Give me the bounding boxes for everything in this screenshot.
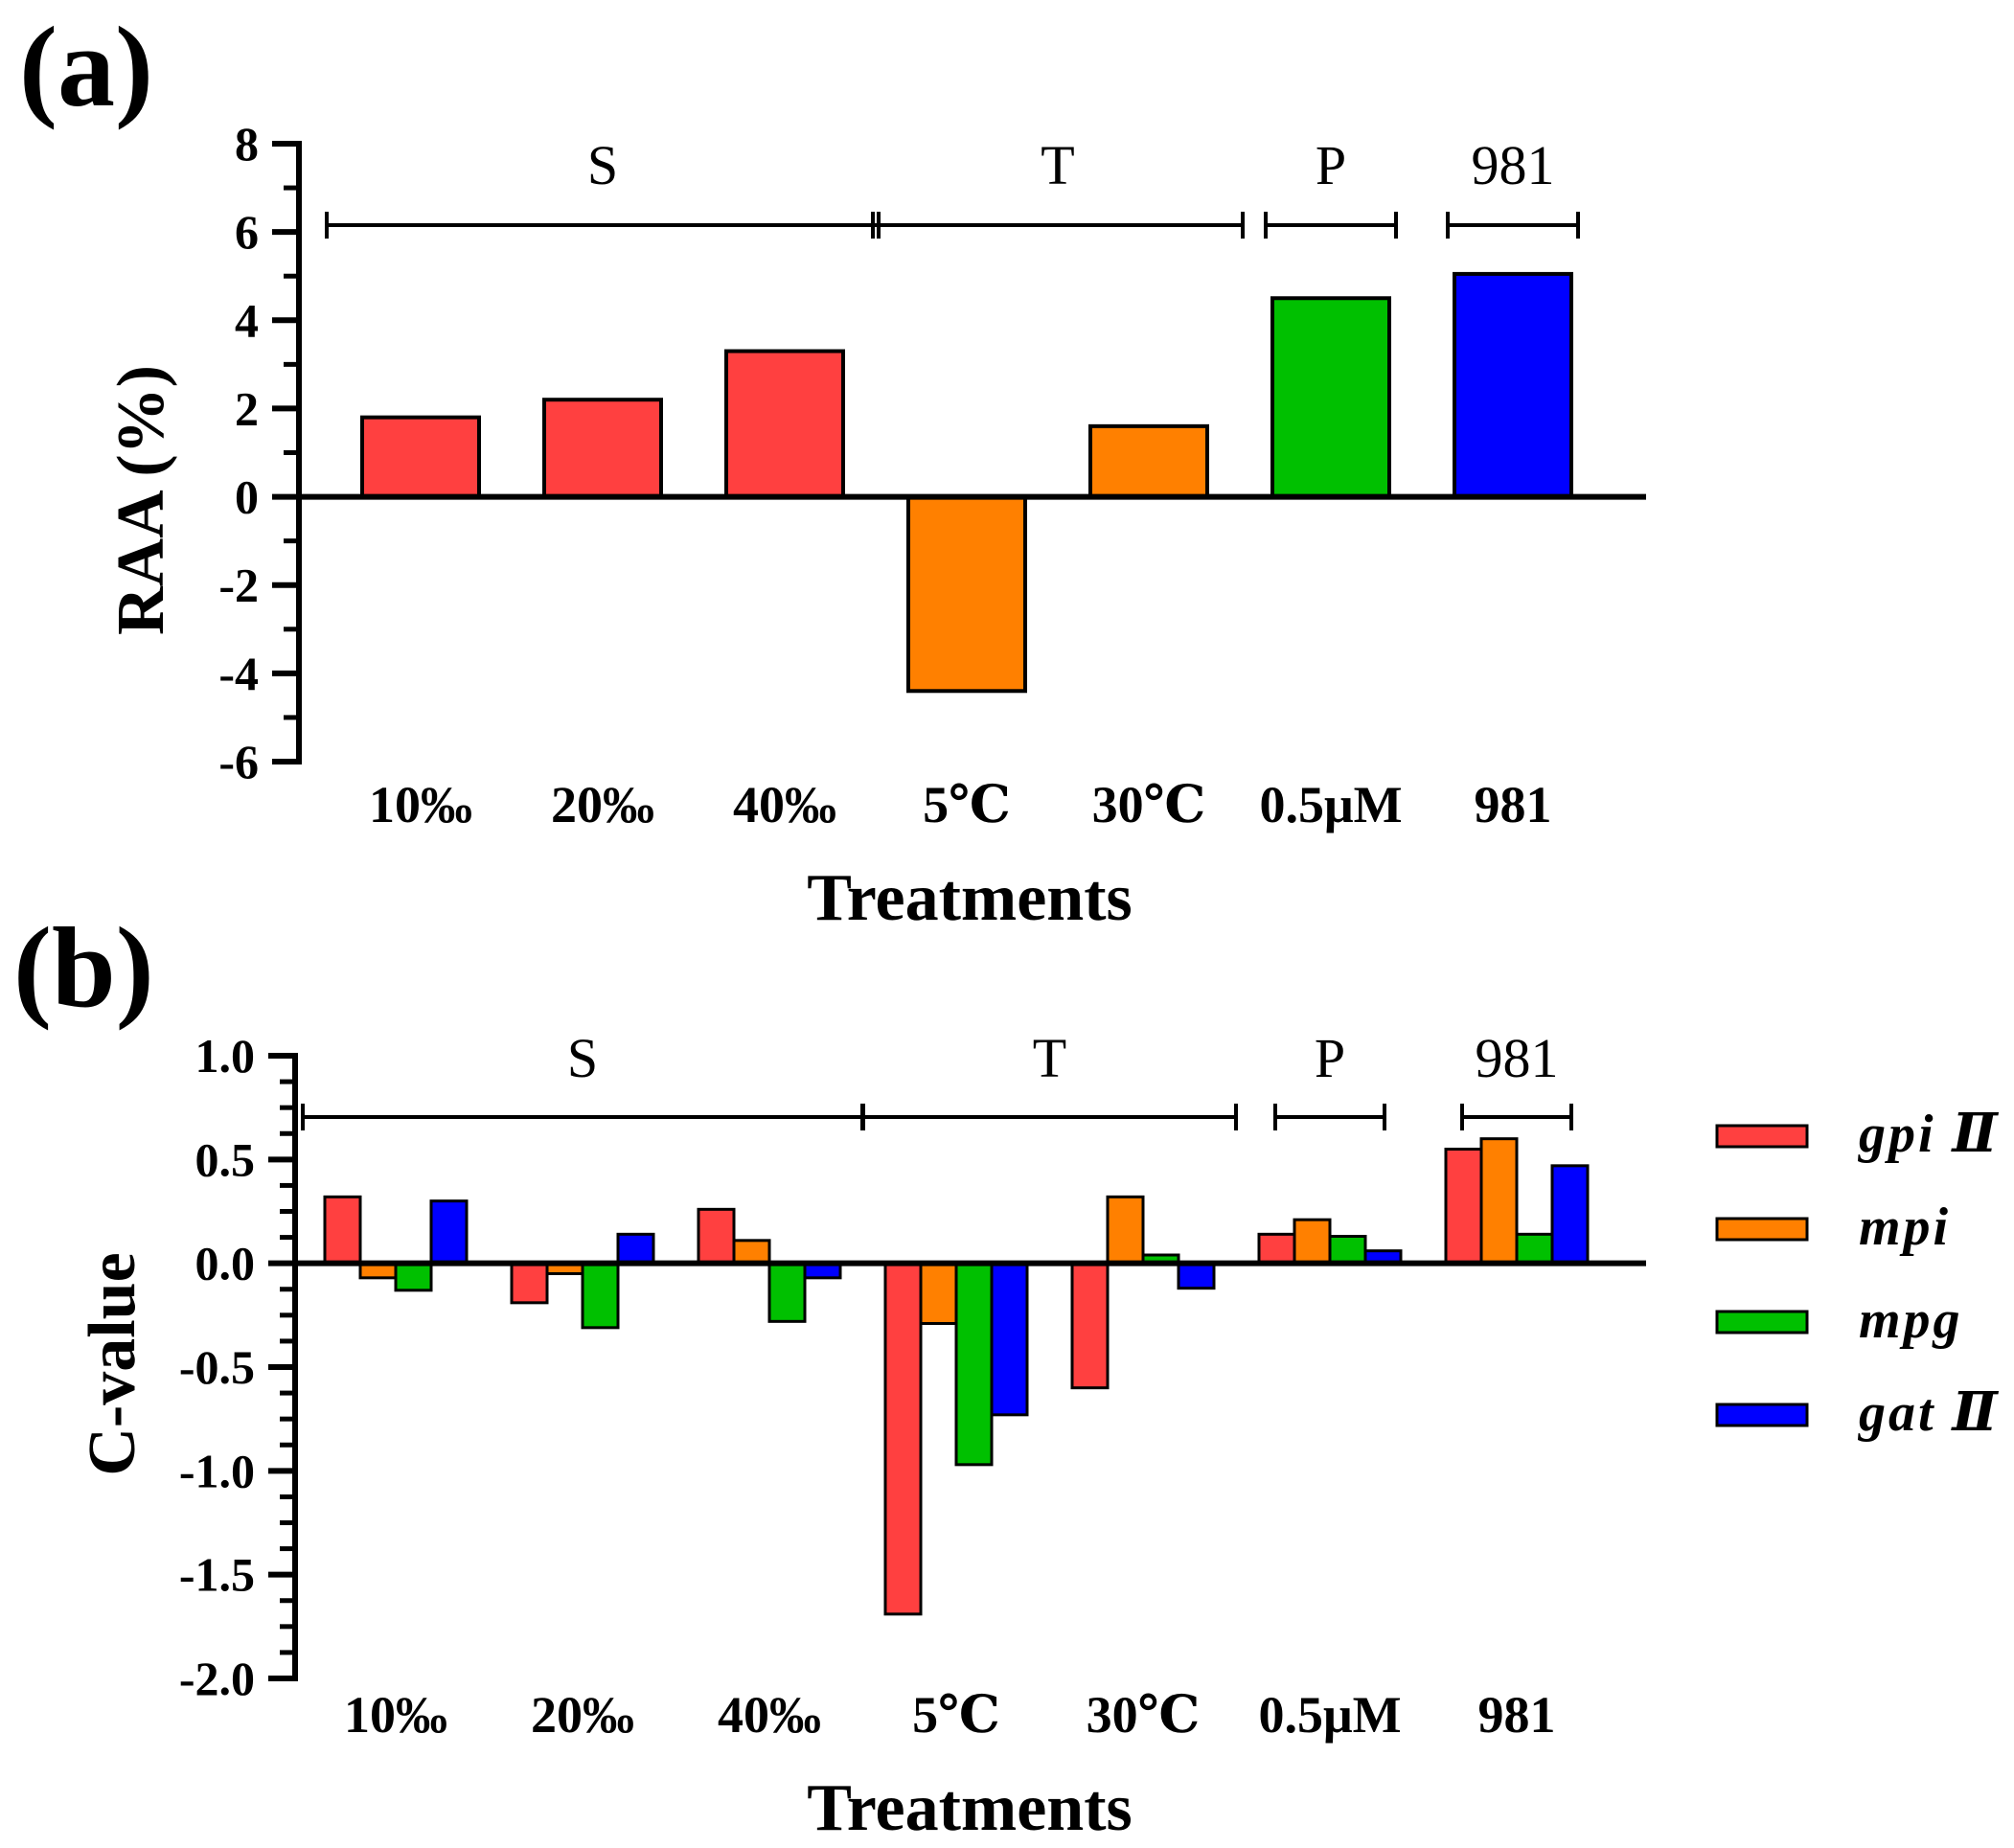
- y-tick-label: -1.5: [179, 1548, 255, 1602]
- group-label: 981: [1476, 1027, 1559, 1089]
- legend-swatch-0: [1715, 1124, 1809, 1149]
- bar-1-2: [732, 1239, 771, 1266]
- legend-label-2: mpg: [1859, 1290, 1963, 1350]
- bar-3-0: [429, 1199, 469, 1266]
- bar-2-0: [394, 1262, 433, 1292]
- category-label: 30℃: [1087, 1686, 1201, 1744]
- y-tick-label: 6: [235, 205, 259, 259]
- y-tick-label: 1.0: [195, 1029, 256, 1083]
- bar-0-4: [1070, 1262, 1110, 1390]
- bar-1: [542, 398, 663, 499]
- bar-0-3: [883, 1262, 923, 1616]
- panel-a-label: (a): [19, 3, 153, 130]
- category-label: 981: [1478, 1686, 1556, 1744]
- bar-3-3: [990, 1262, 1029, 1417]
- legend-swatch-1: [1715, 1217, 1809, 1242]
- category-label: 40‰: [718, 1686, 821, 1744]
- bar-0-6: [1444, 1148, 1483, 1266]
- y-tick-label: -2.0: [179, 1652, 255, 1705]
- category-label: 0.5μM: [1258, 1686, 1401, 1744]
- panel-b: (b) C-value Treatments S T P 981 1.0 0.5 0.0 -…: [13, 903, 2001, 1845]
- y-tick-label: 4: [235, 293, 259, 347]
- bar-5: [1270, 296, 1391, 499]
- y-tick-label: 0.5: [195, 1132, 256, 1186]
- panel-a-ylabel: RAA (%): [104, 365, 178, 635]
- group-label: P: [1315, 1027, 1345, 1089]
- category-label: 5℃: [912, 1686, 1000, 1744]
- y-tick-label: 2: [235, 381, 259, 435]
- y-tick-label: -1.0: [179, 1444, 255, 1497]
- category-label: 0.5μM: [1259, 776, 1402, 833]
- category-label: 5℃: [923, 776, 1011, 833]
- y-tick-label: -6: [218, 735, 259, 788]
- category-label: 10‰: [369, 776, 472, 833]
- bar-0-5: [1257, 1232, 1296, 1266]
- bar-0-0: [323, 1195, 362, 1266]
- legend-label-1: mpi: [1859, 1198, 1951, 1257]
- legend-swatch-2: [1715, 1310, 1809, 1335]
- y-tick-label: 0: [235, 470, 259, 524]
- bar-0-2: [697, 1207, 736, 1266]
- legend-swatch-3: [1715, 1403, 1809, 1427]
- panel-a: (a) RAA (%) Treatments S T P 981 8 6 4 2 0 -2 -4 -…: [19, 3, 1646, 935]
- y-tick-label: -2: [218, 559, 259, 612]
- group-label: T: [1041, 134, 1074, 196]
- group-label: T: [1033, 1027, 1066, 1089]
- bar-6: [1453, 271, 1573, 499]
- group-label: S: [567, 1027, 598, 1089]
- bar-3: [906, 494, 1027, 694]
- panel-b-ylabel: C-value: [76, 1252, 149, 1475]
- legend-label-3: gat Ⅱ: [1857, 1383, 2001, 1443]
- bar-3-4: [1177, 1262, 1216, 1290]
- bar-1-4: [1106, 1195, 1145, 1266]
- bar-2-1: [581, 1262, 620, 1330]
- bar-1-3: [919, 1262, 958, 1325]
- panel-b-xlabel: Treatments: [807, 1771, 1133, 1845]
- bar-2-3: [954, 1262, 994, 1467]
- bar-3-1: [616, 1232, 655, 1266]
- bar-1-5: [1293, 1218, 1332, 1266]
- bar-4: [1088, 423, 1209, 499]
- bar-2-5: [1328, 1235, 1367, 1266]
- group-label: 981: [1472, 134, 1555, 196]
- category-label: 981: [1475, 776, 1552, 833]
- category-label: 20‰: [551, 776, 654, 833]
- bar-2-6: [1515, 1232, 1554, 1266]
- panel-a-xlabel: Treatments: [807, 861, 1133, 935]
- category-label: 40‰: [733, 776, 836, 833]
- category-label: 10‰: [344, 1686, 447, 1744]
- bar-2: [724, 349, 845, 499]
- bar-3-6: [1550, 1164, 1590, 1266]
- y-tick-label: -4: [218, 647, 259, 700]
- y-tick-label: -0.5: [179, 1340, 255, 1394]
- group-label: P: [1316, 134, 1346, 196]
- y-tick-label: 8: [235, 117, 259, 171]
- bar-1-6: [1479, 1137, 1519, 1266]
- category-label: 20‰: [531, 1686, 634, 1744]
- bar-2-2: [767, 1262, 807, 1323]
- panel-b-label: (b): [13, 903, 154, 1031]
- y-tick-label: 0.0: [195, 1237, 256, 1290]
- category-label: 30℃: [1092, 776, 1206, 833]
- bar-0: [360, 415, 481, 499]
- group-label: S: [587, 134, 618, 196]
- legend-label-0: gpi Ⅱ: [1857, 1105, 2001, 1164]
- bar-0-1: [510, 1262, 549, 1305]
